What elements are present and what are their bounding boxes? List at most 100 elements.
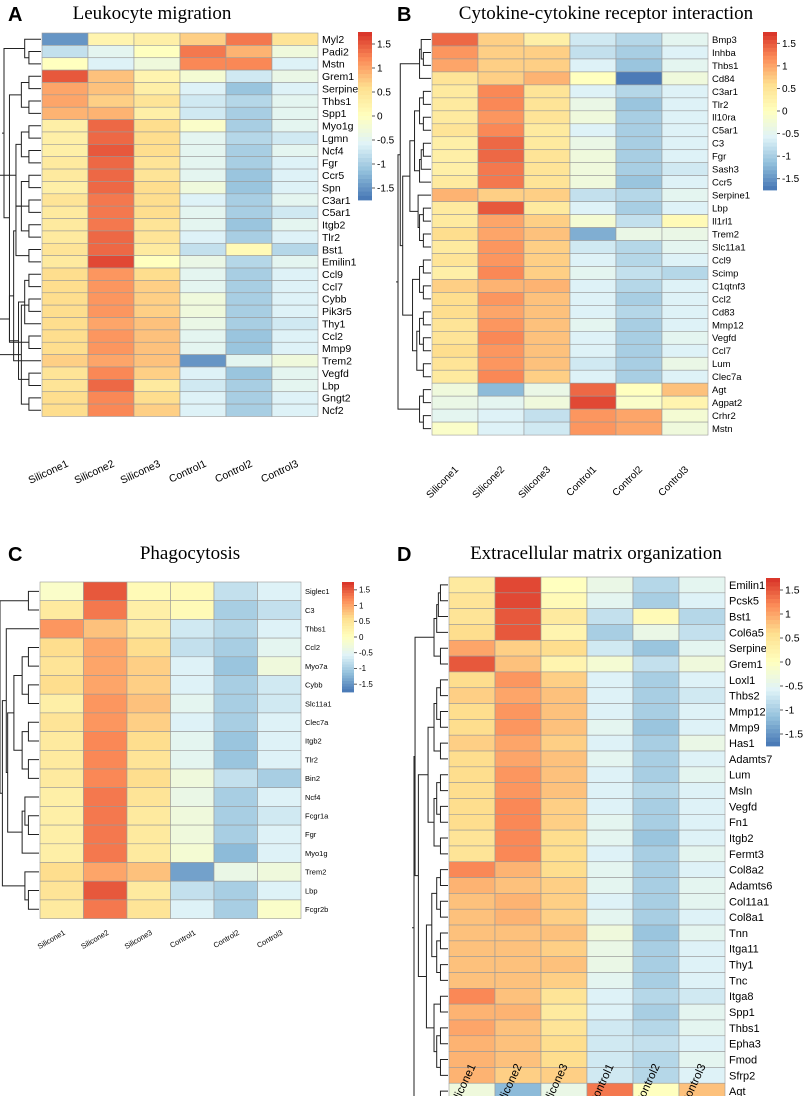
heat-cell-d-lum-control3 — [678, 766, 726, 783]
panel-d-heatmap — [448, 576, 726, 1096]
heat-cell-c-trem2-control3 — [257, 862, 302, 882]
legend-tick-label: 1 — [359, 601, 364, 610]
heat-cell-d-mmp9-control2 — [632, 719, 680, 736]
dendrogram-branch — [439, 805, 448, 823]
heat-cell-a-fgr-control3 — [271, 156, 319, 170]
heat-cell-d-has1-control1 — [586, 734, 634, 752]
panel-a-gene-labels: Myl2Padi2MstnGrem1Serpine1Thbs1Spp1Myo1g… — [322, 34, 364, 417]
panel-b-dendrogram — [396, 38, 431, 430]
panel-b-title: Cytokine-cytokine receptor interaction — [459, 3, 754, 24]
heat-cell-d-epha3-control2 — [632, 1035, 680, 1052]
legend-swatch — [763, 32, 777, 37]
legend-swatch — [342, 645, 354, 649]
gene-label: Fermt3 — [729, 849, 764, 861]
legend-swatch — [358, 74, 372, 79]
legend-swatch — [766, 657, 780, 663]
heat-cell-a-vegfd-control1 — [179, 366, 227, 380]
gene-label: Slc11a1 — [712, 242, 746, 253]
heat-cell-d-itgb2-control1 — [586, 829, 634, 847]
heat-cell-c-bin2-control3 — [257, 768, 302, 789]
heat-cell-b-c3-silicone3 — [523, 136, 571, 151]
heat-cell-d-fn1-silicone1 — [448, 813, 496, 831]
heat-cell-a-thy1-control3 — [271, 317, 319, 331]
gene-label: Cybb — [305, 681, 323, 690]
dendrogram-branch — [439, 1059, 448, 1076]
heat-cell-c-fgr-silicone1 — [39, 824, 84, 845]
dendrogram-branch — [414, 110, 420, 172]
heat-cell-b-scimp-silicone2 — [477, 266, 525, 280]
heat-cell-a-emilin1-control1 — [179, 255, 227, 269]
legend-tick-label: 1 — [377, 64, 383, 75]
gene-label: Ccl2 — [712, 294, 731, 305]
dendrogram-branch — [13, 675, 23, 751]
sample-label: Control1 — [167, 458, 208, 486]
heat-cell-c-itgb2-control1 — [170, 731, 215, 751]
legend-swatch — [766, 720, 780, 726]
heat-cell-b-cd84-control3 — [661, 71, 709, 86]
dendrogram-branch — [21, 731, 29, 770]
legend-swatch — [342, 678, 354, 682]
heat-cell-b-serpine1-control1 — [569, 188, 617, 202]
heat-cell-d-fn1-control1 — [586, 813, 634, 831]
legend-swatch — [358, 166, 372, 171]
legend-swatch — [766, 708, 780, 713]
legend-swatch — [342, 623, 354, 627]
dendrogram-branch — [27, 759, 39, 779]
heat-cell-c-c3-silicone2 — [83, 600, 128, 620]
gene-label: Itgb2 — [322, 220, 346, 232]
heat-cell-d-thbs2-control2 — [632, 687, 680, 704]
gene-label: Fgr — [322, 158, 338, 170]
dendrogram-branch — [27, 590, 39, 611]
gene-label: Ccl9 — [712, 255, 731, 266]
legend-swatch — [342, 620, 354, 624]
heat-cell-c-c3-control2 — [213, 600, 258, 620]
dendrogram-branch — [419, 214, 424, 242]
heat-cell-a-ncf4-control1 — [179, 144, 227, 158]
heat-cell-d-spp1-silicone2 — [494, 1003, 542, 1021]
heat-cell-d-msln-control2 — [632, 782, 680, 799]
heat-cell-a-ccr5-silicone2 — [87, 168, 135, 182]
sample-label: Control3 — [255, 928, 284, 950]
heat-cell-d-itga11-control1 — [586, 940, 634, 957]
heat-cell-c-fcgr2b-control2 — [213, 899, 258, 919]
heat-cell-d-lum-control2 — [632, 766, 680, 783]
heat-cell-d-lum-silicone2 — [494, 766, 542, 783]
heat-cell-d-has1-control3 — [678, 734, 726, 752]
heat-cell-d-col6a5-control1 — [586, 624, 634, 641]
heat-cell-c-siglec1-silicone3 — [126, 581, 171, 602]
heat-cell-d-loxl1-silicone1 — [448, 671, 496, 689]
heat-cell-b-vegfd-control2 — [615, 331, 663, 345]
legend-swatch — [358, 158, 372, 163]
heat-cell-d-col6a5-control3 — [678, 624, 726, 641]
legend-swatch — [766, 636, 780, 642]
heat-cell-a-thy1-control1 — [179, 317, 227, 331]
legend-swatch — [763, 158, 777, 163]
gene-label: Ccr5 — [712, 178, 732, 189]
heat-cell-a-lgmn-silicone2 — [87, 131, 135, 145]
heat-cell-d-loxl1-control3 — [678, 671, 726, 689]
heat-cell-c-fcgr1a-silicone3 — [126, 806, 171, 826]
heat-cell-d-thbs1-control1 — [586, 1019, 634, 1037]
legend-tick-label: -1.5 — [782, 174, 800, 185]
legend-swatch — [763, 67, 777, 72]
heat-cell-a-ncf2-silicone3 — [133, 403, 181, 417]
heat-cell-c-clec7a-silicone3 — [126, 712, 171, 732]
dendrogram-branch — [28, 224, 41, 238]
heat-cell-d-itga11-silicone1 — [448, 940, 496, 957]
legend-tick-label: 1 — [785, 609, 791, 621]
gene-label: Loxl1 — [729, 675, 755, 687]
heat-cell-c-clec7a-control3 — [257, 712, 302, 732]
heat-cell-a-mstn-silicone1 — [41, 57, 89, 71]
heat-cell-d-fermt3-control1 — [586, 845, 634, 863]
heat-cell-b-bmp3-silicone2 — [477, 32, 525, 47]
heat-cell-d-col8a2-silicone2 — [494, 861, 542, 878]
heat-cell-c-myo7a-control3 — [257, 656, 302, 676]
legend-swatch — [766, 662, 780, 667]
panel-a-sample-labels: Silicone1 Silicone2 Silicone3 Control1 Contr… — [27, 458, 301, 487]
dendrogram-branch — [416, 330, 424, 371]
gene-label: Mstn — [712, 424, 733, 435]
heat-cell-b-il10ra-silicone2 — [477, 110, 525, 125]
legend-swatch — [342, 653, 354, 657]
legend-swatch — [358, 120, 372, 125]
heat-cell-b-fgr-control1 — [569, 149, 617, 163]
